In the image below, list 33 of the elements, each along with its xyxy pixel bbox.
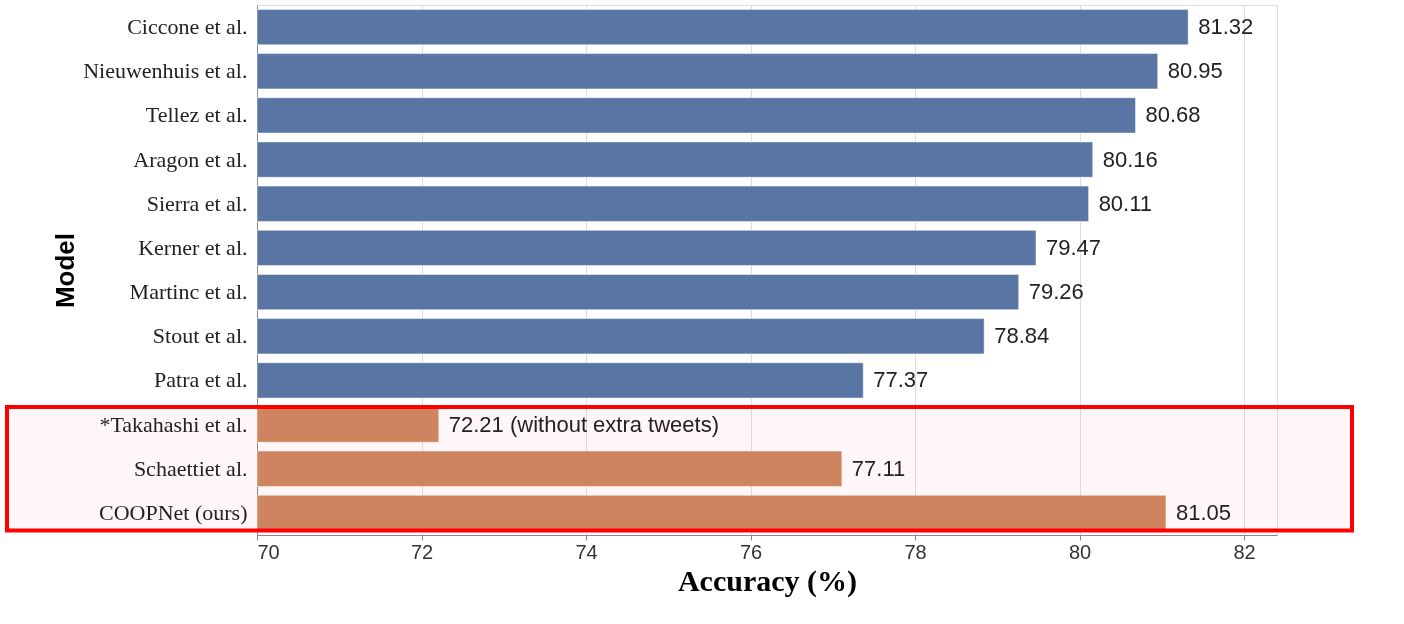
data-label: 80.95 — [1167, 58, 1223, 84]
y-tick-label: COOPNet (ours) — [99, 499, 248, 525]
x-tick-label: 70 — [257, 540, 280, 563]
y-tick-label: Kerner et al. — [138, 234, 248, 260]
data-label: 79.47 — [1045, 234, 1102, 260]
data-label: 79.26 — [1028, 279, 1084, 305]
x-tick-label: 82 — [1233, 540, 1256, 563]
x-tick-label: 76 — [739, 540, 763, 563]
x-tick-label: 80 — [1068, 540, 1092, 563]
data-label: 80.11 — [1098, 190, 1153, 216]
x-axis-title: Accuracy (%) — [677, 563, 858, 598]
x-tick-label: 72 — [410, 540, 434, 563]
y-tick-label: Sierra et al. — [146, 190, 248, 216]
data-label: 81.32 — [1198, 14, 1254, 40]
y-tick-label: Ciccone et al. — [127, 14, 248, 40]
y-axis-title: Model — [50, 232, 81, 309]
y-tick-label: Schaettiet al. — [133, 455, 248, 481]
y-tick-label: Martinc et al. — [129, 279, 248, 305]
data-label: 77.11 — [851, 455, 906, 481]
x-tick-label: 78 — [904, 540, 927, 563]
y-tick-label: *Takahashi et al. — [99, 411, 248, 437]
data-label: 77.37 — [873, 367, 929, 393]
data-label: 80.68 — [1145, 102, 1201, 128]
data-label: 72.21 (without extra tweets) — [448, 411, 720, 437]
data-label: 81.05 — [1175, 499, 1232, 525]
data-label: 78.84 — [994, 323, 1050, 349]
y-tick-label: Aragon et al. — [133, 146, 248, 172]
y-tick-label: Tellez et al. — [145, 102, 248, 128]
y-tick-label: Stout et al. — [152, 323, 248, 349]
x-tick-label: 74 — [575, 540, 598, 563]
data-label: 80.16 — [1102, 146, 1158, 172]
y-tick-label: Patra et al. — [154, 367, 248, 393]
y-tick-label: Nieuwenhuis et al. — [83, 58, 248, 84]
